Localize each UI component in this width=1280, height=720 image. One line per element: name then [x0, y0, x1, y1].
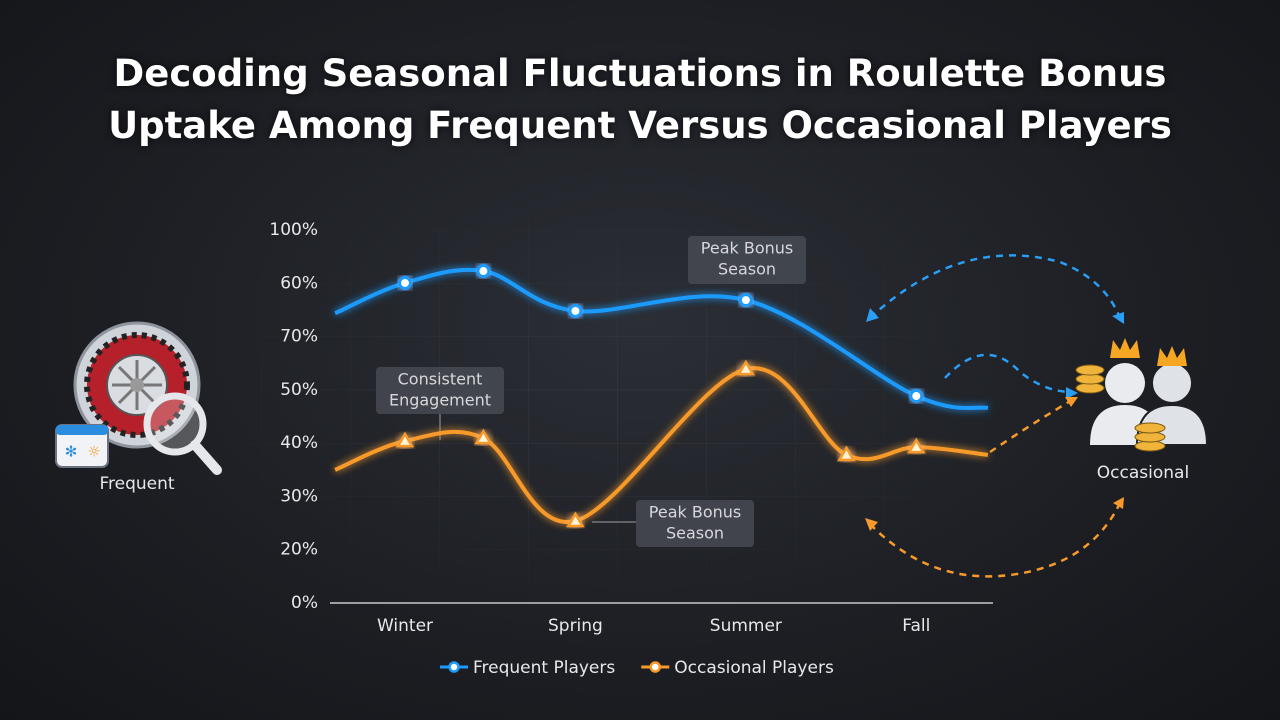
- series-line: [334, 366, 989, 525]
- point: [568, 303, 583, 318]
- legend-marker: [448, 661, 460, 673]
- y-tick-label: 100%: [269, 220, 318, 240]
- point: [907, 437, 926, 454]
- annotation-text: Season: [666, 524, 724, 543]
- y-tick-label: 40%: [280, 433, 318, 453]
- point: [566, 511, 585, 528]
- y-tick-label: 70%: [280, 327, 318, 347]
- x-tick-label: Summer: [710, 616, 782, 636]
- y-tick-label: 0%: [291, 593, 318, 613]
- y-tick-label: 20%: [280, 540, 318, 560]
- legend-marker: [649, 661, 661, 673]
- svg-text:✻: ✻: [65, 443, 78, 461]
- annotation-text: Consistent: [398, 370, 483, 389]
- decorative-arrows: [869, 254, 1122, 578]
- left-label: Frequent: [99, 474, 174, 494]
- y-tick-label: 60%: [280, 273, 318, 293]
- roulette-icon: ✻ ☼: [55, 321, 222, 475]
- point: [474, 428, 493, 445]
- arrow-heads: [865, 308, 1124, 531]
- chart-title: Decoding Seasonal Fluctuations in Roulet…: [108, 52, 1172, 147]
- legend-label: Frequent Players: [473, 658, 615, 678]
- players-icon: [1075, 338, 1209, 452]
- annotation-box: [636, 500, 754, 547]
- background-grid: [150, 170, 1050, 620]
- x-tick-label: Spring: [548, 616, 603, 636]
- annotation-text: Peak Bonus: [701, 239, 793, 258]
- point: [476, 264, 491, 279]
- series-line: [334, 267, 989, 411]
- annotation-text: Peak Bonus: [649, 503, 741, 522]
- point: [837, 445, 856, 462]
- point: [736, 359, 756, 376]
- annotation-box: [688, 236, 806, 284]
- point: [909, 388, 924, 403]
- point: [397, 275, 412, 290]
- svg-text:☼: ☼: [87, 443, 100, 461]
- y-tick-label: 50%: [280, 380, 318, 400]
- y-tick-label: 30%: [280, 486, 318, 506]
- point: [738, 293, 753, 308]
- annotation-text: Engagement: [389, 391, 491, 410]
- annotation-box: [376, 367, 504, 414]
- legend-label: Occasional Players: [674, 658, 834, 678]
- point: [395, 431, 415, 448]
- annotation-text: Season: [718, 260, 776, 279]
- x-tick-label: Fall: [902, 616, 930, 636]
- right-label: Occasional: [1097, 463, 1189, 483]
- x-tick-label: Winter: [377, 616, 433, 636]
